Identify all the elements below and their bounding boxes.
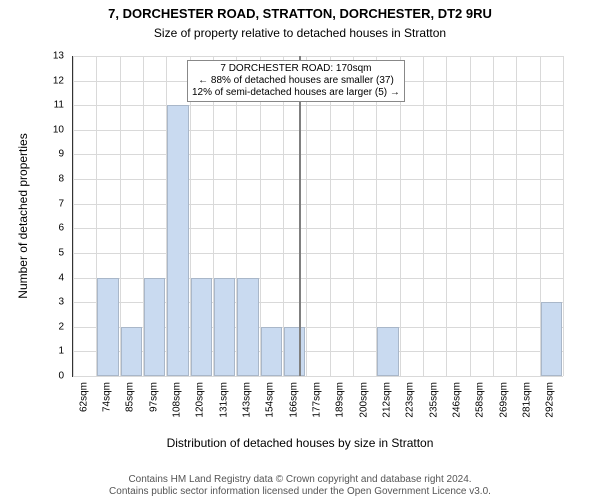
histogram-bar bbox=[214, 278, 235, 376]
histogram-bar bbox=[284, 327, 305, 376]
x-tick-label: 166sqm bbox=[288, 382, 299, 436]
histogram-bar bbox=[261, 327, 282, 376]
chart-container: 7, DORCHESTER ROAD, STRATTON, DORCHESTER… bbox=[0, 0, 600, 500]
x-tick-label: 292sqm bbox=[545, 382, 556, 436]
histogram-bar bbox=[97, 278, 118, 376]
gridline-v bbox=[423, 56, 424, 376]
target-line bbox=[299, 56, 301, 376]
gridline-v bbox=[330, 56, 331, 376]
x-tick-label: 258sqm bbox=[475, 382, 486, 436]
gridline-v bbox=[470, 56, 471, 376]
footer-line-1: Contains HM Land Registry data © Crown c… bbox=[0, 474, 600, 486]
histogram-bar bbox=[377, 327, 398, 376]
annotation-line: 7 DORCHESTER ROAD: 170sqm bbox=[192, 63, 400, 75]
x-tick-label: 85sqm bbox=[125, 382, 136, 436]
gridline-v bbox=[516, 56, 517, 376]
x-tick-label: 154sqm bbox=[265, 382, 276, 436]
x-tick-label: 223sqm bbox=[405, 382, 416, 436]
x-tick-label: 189sqm bbox=[335, 382, 346, 436]
histogram-bar bbox=[144, 278, 165, 376]
gridline-v bbox=[493, 56, 494, 376]
x-tick-label: 74sqm bbox=[102, 382, 113, 436]
gridline-v bbox=[353, 56, 354, 376]
y-tick-label: 5 bbox=[0, 247, 64, 258]
page-title: 7, DORCHESTER ROAD, STRATTON, DORCHESTER… bbox=[0, 6, 600, 21]
x-tick-label: 108sqm bbox=[172, 382, 183, 436]
gridline-h bbox=[73, 179, 563, 180]
footer-line-2: Contains public sector information licen… bbox=[0, 486, 600, 498]
x-tick-label: 97sqm bbox=[148, 382, 159, 436]
gridline-h bbox=[73, 154, 563, 155]
x-tick-label: 62sqm bbox=[78, 382, 89, 436]
gridline-h bbox=[73, 228, 563, 229]
y-axis-label: Number of detached properties bbox=[16, 116, 30, 316]
annotation-line: ← 88% of detached houses are smaller (37… bbox=[192, 75, 400, 87]
y-tick-label: 8 bbox=[0, 174, 64, 185]
histogram-bar bbox=[121, 327, 142, 376]
y-tick-label: 6 bbox=[0, 223, 64, 234]
x-axis-label: Distribution of detached houses by size … bbox=[0, 436, 600, 450]
page-subtitle: Size of property relative to detached ho… bbox=[0, 26, 600, 40]
gridline-v bbox=[306, 56, 307, 376]
y-tick-label: 13 bbox=[0, 51, 64, 62]
x-tick-label: 235sqm bbox=[428, 382, 439, 436]
gridline-h bbox=[73, 253, 563, 254]
histogram-bar bbox=[541, 302, 562, 376]
footer-credits: Contains HM Land Registry data © Crown c… bbox=[0, 474, 600, 498]
x-tick-label: 281sqm bbox=[522, 382, 533, 436]
y-tick-label: 12 bbox=[0, 75, 64, 86]
x-tick-label: 246sqm bbox=[452, 382, 463, 436]
y-tick-label: 10 bbox=[0, 124, 64, 135]
gridline-v bbox=[446, 56, 447, 376]
gridline-h bbox=[73, 105, 563, 106]
x-tick-label: 269sqm bbox=[498, 382, 509, 436]
y-tick-label: 4 bbox=[0, 272, 64, 283]
gridline-h bbox=[73, 56, 563, 57]
y-tick-label: 1 bbox=[0, 346, 64, 357]
x-tick-label: 212sqm bbox=[382, 382, 393, 436]
gridline-v bbox=[400, 56, 401, 376]
annotation-line: 12% of semi-detached houses are larger (… bbox=[192, 87, 400, 99]
gridline-v bbox=[73, 56, 74, 376]
x-tick-label: 177sqm bbox=[312, 382, 323, 436]
y-tick-label: 9 bbox=[0, 149, 64, 160]
gridline-h bbox=[73, 130, 563, 131]
histogram-bar bbox=[191, 278, 212, 376]
annotation-box: 7 DORCHESTER ROAD: 170sqm← 88% of detach… bbox=[187, 60, 405, 102]
histogram-bar bbox=[237, 278, 258, 376]
x-tick-label: 120sqm bbox=[195, 382, 206, 436]
gridline-h bbox=[73, 204, 563, 205]
y-tick-label: 7 bbox=[0, 198, 64, 209]
x-tick-label: 143sqm bbox=[242, 382, 253, 436]
x-tick-label: 200sqm bbox=[358, 382, 369, 436]
gridline-v bbox=[563, 56, 564, 376]
y-tick-label: 2 bbox=[0, 321, 64, 332]
plot-area bbox=[72, 56, 563, 377]
x-tick-label: 131sqm bbox=[218, 382, 229, 436]
y-tick-label: 11 bbox=[0, 100, 64, 111]
y-tick-label: 3 bbox=[0, 297, 64, 308]
y-tick-label: 0 bbox=[0, 371, 64, 382]
gridline-h bbox=[73, 376, 563, 377]
histogram-bar bbox=[167, 105, 188, 376]
